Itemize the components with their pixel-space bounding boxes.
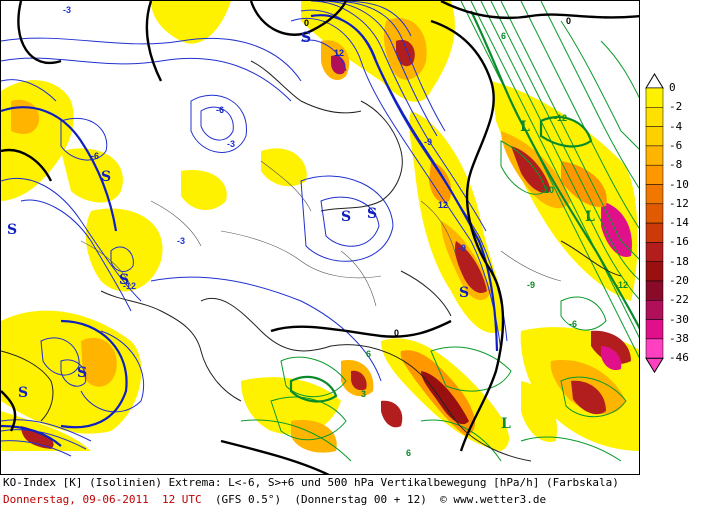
color-scale-tick-label: -6 <box>669 138 683 152</box>
color-scale-step <box>645 300 664 320</box>
high-s-label: S <box>301 30 311 46</box>
high-s-label: S <box>101 169 111 185</box>
color-scale-top-arrow <box>645 73 664 89</box>
high-s-label: S <box>367 206 377 222</box>
run-info: Donnerstag, 09-06-2011 12 UTC (GFS 0.5°)… <box>3 493 546 507</box>
isoline-label: -12 <box>615 280 628 290</box>
low-l-label: L <box>585 209 595 225</box>
isoline-label: -6 <box>91 151 99 161</box>
isoline-label: -10 <box>541 185 554 195</box>
country-borders <box>80 160 562 307</box>
isoline-label: 12 <box>334 48 344 58</box>
isoline-label: -3 <box>63 5 71 15</box>
isoline-label: 6 <box>501 31 506 41</box>
isoline-label: 6 <box>406 448 411 458</box>
color-scale-step <box>645 184 664 205</box>
color-scale: 0 -2 -4 -6 -8 -10 -12 -14 -16 -18 -20 -22 -30 -38 -46 <box>640 0 704 475</box>
color-scale-bar <box>645 73 664 374</box>
color-scale-step <box>645 242 664 262</box>
green-isolines-bold <box>289 10 639 403</box>
extrema-labels: S S S S S S S S S L L L <box>7 30 595 432</box>
isoline-label: -12 <box>123 281 136 291</box>
high-s-label: S <box>18 385 28 401</box>
color-scale-tick-label: -10 <box>669 177 689 191</box>
color-scale-step <box>645 203 664 224</box>
isoline-label: 3 <box>361 389 366 399</box>
isoline-label: 12 <box>438 200 448 210</box>
isoline-label: -9 <box>527 280 535 290</box>
color-scale-step <box>645 338 664 359</box>
color-scale-step <box>645 107 664 127</box>
color-scale-tick-label: -12 <box>669 196 689 210</box>
isoline-label: -9 <box>424 137 432 147</box>
color-scale-tick-label: -46 <box>669 351 689 365</box>
vertical-motion-shading <box>1 1 639 453</box>
color-scale-tick-label: 0 <box>669 81 676 94</box>
color-scale-step <box>645 280 664 301</box>
isoline-label: -3 <box>177 236 185 246</box>
color-scale-tick-label: -2 <box>669 100 683 114</box>
map-panel: -3 -3 -3 -6 -6 -9 -9 -12 0 0 12 12 -10 -… <box>0 0 640 475</box>
color-scale-step <box>645 319 664 340</box>
blue-isolines-bold <box>1 14 499 447</box>
low-l-label: L <box>501 416 511 432</box>
isoline-label: 0 <box>566 16 571 26</box>
color-scale-step <box>645 261 664 282</box>
color-scale-tick-label: -38 <box>669 331 689 345</box>
color-scale-tick-label: -16 <box>669 235 689 249</box>
isoline-label: -9 <box>458 243 466 253</box>
color-scale-tick-label: -8 <box>669 158 683 172</box>
high-s-label: S <box>459 285 469 301</box>
color-scale-step <box>645 126 664 147</box>
color-scale-tick-label: -20 <box>669 274 689 287</box>
isoline-label: 6 <box>366 349 371 359</box>
copyright: © www.wetter3.de <box>440 493 547 506</box>
color-scale-step <box>645 87 664 108</box>
isoline-label: -6 <box>569 319 577 329</box>
high-s-label: S <box>119 272 129 288</box>
coastlines <box>1 60 622 462</box>
color-scale-tick-label: -22 <box>669 293 689 307</box>
isoline-label: -3 <box>227 139 235 149</box>
zero-isolines <box>1 1 639 474</box>
color-scale-tick-label: -30 <box>669 312 689 326</box>
color-scale-tick-label: -4 <box>669 119 683 133</box>
color-scale-step <box>645 222 664 243</box>
high-s-label: S <box>7 222 17 238</box>
isoline-label: 0 <box>394 328 399 338</box>
color-scale-tick-label: -14 <box>669 216 689 230</box>
high-s-label: S <box>77 365 87 381</box>
isoline-label: -12 <box>554 113 567 123</box>
isoline-label: 0 <box>304 18 309 28</box>
map-description: KO-Index [K] (Isolinien) Extrema: L<-6, … <box>3 476 619 489</box>
isoline-label: -6 <box>216 105 224 115</box>
green-isolines <box>240 1 639 462</box>
color-scale-step <box>645 145 664 166</box>
valid-date: Donnerstag, 09-06-2011 12 UTC <box>3 493 202 506</box>
high-s-label: S <box>341 209 351 225</box>
color-scale-step <box>645 164 664 185</box>
footer: KO-Index [K] (Isolinien) Extrema: L<-6, … <box>0 475 704 513</box>
model-info: (GFS 0.5°) (Donnerstag 00 + 12) <box>214 493 427 506</box>
isoline-labels: -3 -3 -3 -6 -6 -9 -9 -12 0 0 12 12 -10 -… <box>63 5 628 458</box>
color-scale-tick-label: -18 <box>669 254 689 268</box>
low-l-label: L <box>520 119 530 135</box>
color-scale-bottom-arrow <box>645 357 664 374</box>
weather-map: -3 -3 -3 -6 -6 -9 -9 -12 0 0 12 12 -10 -… <box>1 1 639 474</box>
